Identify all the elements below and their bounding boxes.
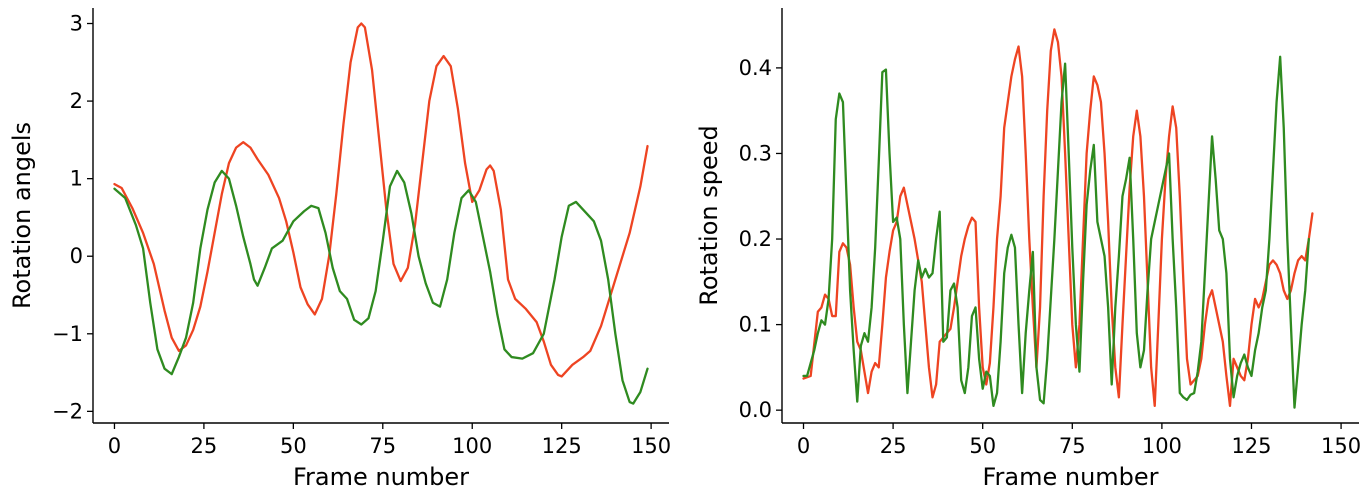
series-line-2 xyxy=(802,55,1310,409)
x-tick-label: 25 xyxy=(191,434,218,458)
y-tick-label: 0 xyxy=(70,244,83,268)
x-tick-label: 125 xyxy=(1231,434,1271,458)
x-tick-label: 25 xyxy=(880,434,907,458)
x-tick-label: 0 xyxy=(108,434,121,458)
x-tick-label: 75 xyxy=(1059,434,1086,458)
y-axis-label: Rotation speed xyxy=(695,125,723,306)
y-axis-label: Rotation angels xyxy=(8,122,36,309)
x-tick-label: 100 xyxy=(452,434,492,458)
x-axis-label: Frame number xyxy=(293,463,469,491)
y-tick-label: 1 xyxy=(70,167,83,191)
x-axis-label: Frame number xyxy=(982,463,1158,491)
y-tick-label: 0.0 xyxy=(739,398,772,422)
y-tick-label: 2 xyxy=(70,89,83,113)
y-tick-label: 0.2 xyxy=(739,227,772,251)
panel-rotation-angels: 0 25 50 75 100 125 150 −2 −1 0 1 2 3 Frame number Rota… xyxy=(8,8,671,491)
y-tick-label: −2 xyxy=(52,399,83,423)
panel-rotation-speed: 0 25 50 75 100 125 150 0.0 0.1 0.2 0.3 0.4 Frame num… xyxy=(695,8,1361,491)
x-tick-label: 125 xyxy=(542,434,582,458)
x-tick-label: 50 xyxy=(969,434,996,458)
series-line-2 xyxy=(113,169,649,405)
y-tick-label: 0.1 xyxy=(739,313,772,337)
x-tick-label: 150 xyxy=(631,434,671,458)
y-tick-label: −1 xyxy=(52,322,83,346)
x-tick-label: 100 xyxy=(1142,434,1182,458)
y-tick-label: 3 xyxy=(70,12,83,36)
y-tick-label: 0.4 xyxy=(739,56,772,80)
x-tick-label: 0 xyxy=(797,434,810,458)
y-tick-label: 0.3 xyxy=(739,141,772,165)
series-line-1 xyxy=(802,28,1314,408)
x-tick-label: 75 xyxy=(369,434,396,458)
series-line-1 xyxy=(113,22,649,378)
x-tick-label: 150 xyxy=(1321,434,1361,458)
x-tick-label: 50 xyxy=(280,434,307,458)
